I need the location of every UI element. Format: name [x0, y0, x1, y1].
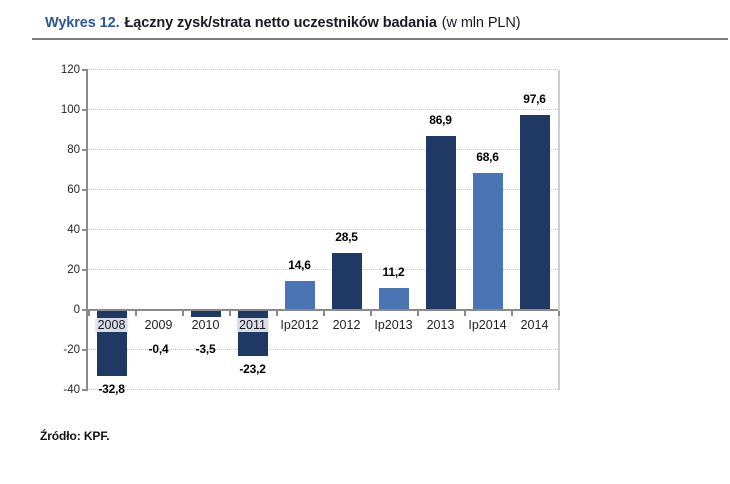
value-label-2010: -3,5 [195, 342, 216, 356]
x-axis-tick [464, 311, 466, 316]
heading-divider [32, 38, 728, 40]
value-label-Ip2012: 14,6 [288, 257, 311, 272]
category-label-2014: 2014 [520, 318, 549, 332]
category-label-2012: 2012 [332, 318, 361, 332]
y-grid-line [88, 69, 558, 70]
category-label-2013: 2013 [426, 318, 455, 332]
bar-2011 [237, 310, 268, 357]
y-axis-label: 100 [60, 104, 80, 116]
x-axis-tick [276, 311, 278, 316]
value-label-2014: 97,6 [523, 91, 546, 106]
bar-2014 [519, 114, 550, 310]
category-label-Ip2013: Ip2013 [374, 318, 413, 332]
y-grid-line [88, 269, 558, 270]
category-label-2010: 2010 [191, 318, 220, 332]
x-axis-tick [182, 311, 184, 316]
category-label-Ip2014: Ip2014 [468, 318, 507, 332]
y-axis-line [86, 70, 88, 390]
y-grid-line [88, 349, 558, 350]
y-grid-line [88, 149, 558, 150]
value-label-2013: 86,9 [429, 113, 452, 128]
value-label-Ip2013: 11,2 [382, 264, 405, 279]
chart-heading: Wykres 12. Łączny zysk/strata netto uczes… [45, 13, 521, 33]
y-axis-tick [82, 389, 88, 391]
y-axis-tick [82, 229, 88, 231]
chart-unit-text: (w mln PLN) [441, 15, 521, 31]
value-label-2009: -0,4 [148, 342, 169, 356]
y-axis-label: 80 [67, 144, 80, 156]
y-axis-tick [82, 149, 88, 151]
chart-number-label: Wykres 12. [45, 15, 120, 31]
value-label-Ip2014: 68,6 [476, 149, 499, 164]
x-axis-tick [229, 311, 231, 316]
zero-line [88, 309, 558, 311]
y-axis-label: 20 [67, 264, 80, 276]
y-axis-label: 0 [73, 304, 80, 316]
bar-Ip2014 [472, 172, 503, 310]
bar-Ip2012 [284, 280, 315, 310]
bar-2012 [331, 253, 362, 310]
x-axis-tick [323, 311, 325, 316]
y-axis-label: -20 [63, 344, 80, 356]
value-label-2008: -32,8 [98, 381, 125, 396]
category-label-2008: 2008 [94, 318, 129, 332]
x-axis-tick [417, 311, 419, 316]
category-label-2011: 2011 [236, 318, 269, 332]
x-axis-tick [135, 311, 137, 316]
y-axis-tick [82, 349, 88, 351]
y-axis-label: -40 [63, 384, 80, 396]
x-axis-tick [511, 311, 513, 316]
bar-Ip2013 [378, 287, 409, 310]
value-label-2012: 28,5 [335, 230, 358, 244]
y-grid-line [88, 109, 558, 110]
y-grid-line [88, 189, 558, 190]
y-axis-tick [82, 309, 88, 311]
y-axis-tick [82, 189, 88, 191]
y-grid-line [88, 229, 558, 230]
x-axis-tick [88, 311, 90, 316]
y-axis-label: 60 [67, 184, 80, 196]
y-grid-line [88, 389, 558, 390]
x-axis-tick [558, 311, 560, 316]
y-axis-tick [82, 269, 88, 271]
bar-2010 [190, 310, 221, 317]
category-label-Ip2012: Ip2012 [280, 318, 319, 332]
value-label-2011: -23,2 [239, 362, 266, 377]
category-label-2009: 2009 [144, 318, 173, 332]
y-axis-label: 120 [60, 64, 80, 76]
y-axis-tick [82, 69, 88, 71]
y-axis-label: 40 [67, 224, 80, 236]
plot-right-border [558, 70, 560, 390]
x-axis-tick [370, 311, 372, 316]
bar-2013 [425, 136, 456, 310]
y-axis-tick [82, 109, 88, 111]
chart-title-text: Łączny zysk/strata netto uczestników bad… [124, 15, 437, 31]
source-note: Źródło: KPF. [40, 429, 110, 443]
